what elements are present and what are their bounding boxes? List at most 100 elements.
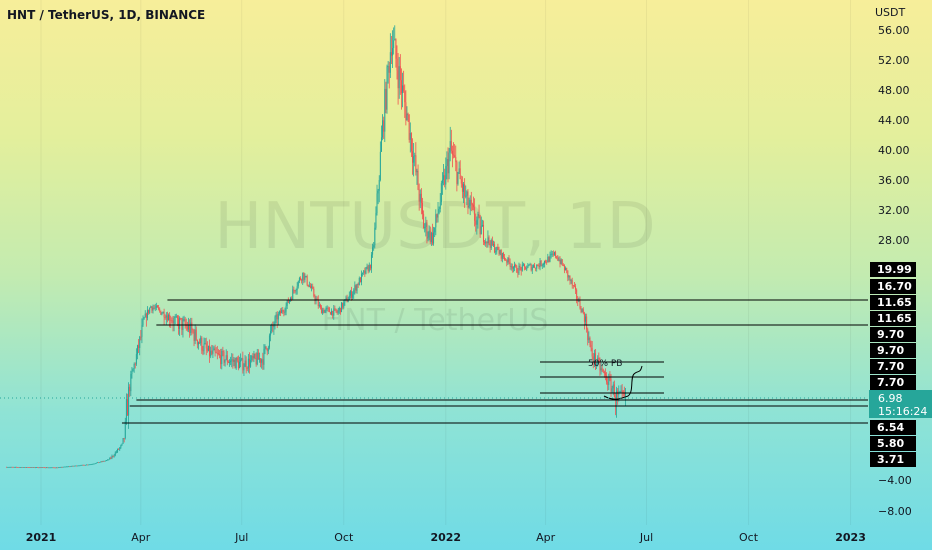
time-tick-8: 2023 xyxy=(835,531,866,544)
candle-body-261 xyxy=(295,290,297,292)
candle-body-91 xyxy=(107,459,109,461)
svg-text:11.65: 11.65 xyxy=(877,312,912,325)
candle-body-222 xyxy=(252,355,254,359)
candle-body-355 xyxy=(399,66,401,81)
candle-body-120 xyxy=(139,336,141,348)
countdown: 15:16:24 xyxy=(878,405,927,418)
candle-body-350 xyxy=(394,39,396,41)
candle-body-259 xyxy=(293,289,295,291)
candle-body-267 xyxy=(302,272,304,281)
candle-body-193 xyxy=(220,355,222,365)
candle-body-511 xyxy=(572,285,574,287)
price-tick-9: −8.00 xyxy=(878,505,912,518)
price-label-2: 11.65 xyxy=(870,295,916,310)
candle-body-250 xyxy=(283,311,285,313)
candle-body-127 xyxy=(146,309,148,318)
candle-body-413 xyxy=(464,184,466,197)
candle-body-557 xyxy=(623,393,625,396)
candle-body-483 xyxy=(541,264,543,266)
candle-body-205 xyxy=(233,359,235,362)
candle-body-514 xyxy=(576,289,578,299)
price-label-10: 3.71 xyxy=(870,452,916,467)
candle-body-369 xyxy=(415,155,417,173)
candle-body-309 xyxy=(348,295,350,300)
candle-body-123 xyxy=(142,318,144,326)
candle-body-195 xyxy=(222,350,224,352)
candle-body-66 xyxy=(79,465,81,467)
candle-body-180 xyxy=(205,343,207,349)
candle-body-199 xyxy=(226,355,228,363)
candle-body-378 xyxy=(425,222,427,227)
candle-body-139 xyxy=(160,310,162,315)
candle-body-155 xyxy=(178,318,180,329)
candle-body-505 xyxy=(566,267,568,271)
candle-body-476 xyxy=(534,265,536,268)
candle-body-189 xyxy=(215,352,217,354)
candle-body-269 xyxy=(304,276,306,280)
candle-body-374 xyxy=(420,193,422,204)
candle-body-469 xyxy=(526,267,528,270)
candle-body-465 xyxy=(521,264,523,271)
candle-body-320 xyxy=(361,273,363,283)
candle-body-268 xyxy=(303,272,305,280)
candle-body-304 xyxy=(343,302,345,308)
candle-body-535 xyxy=(599,360,601,371)
candle-body-345 xyxy=(388,66,390,73)
candle-body-379 xyxy=(426,222,428,239)
candle-body-490 xyxy=(549,254,551,262)
price-label-5: 9.70 xyxy=(870,343,916,358)
candle-body-385 xyxy=(433,232,435,244)
candle-body-54 xyxy=(66,466,68,468)
candle-body-387 xyxy=(435,214,437,228)
candle-body-434 xyxy=(487,237,489,244)
candle-body-230 xyxy=(261,359,263,363)
candle-body-403 xyxy=(453,154,455,156)
candle-body-416 xyxy=(467,191,469,208)
symbol-title[interactable]: HNT / TetherUS, 1D, BINANCE xyxy=(7,8,206,22)
candle-body-287 xyxy=(324,310,326,313)
candle-body-473 xyxy=(530,264,532,271)
candle-body-39 xyxy=(49,467,51,469)
candle-body-36 xyxy=(46,467,48,469)
svg-text:11.65: 11.65 xyxy=(877,296,912,309)
candle-body-510 xyxy=(571,280,573,286)
candle-body-4 xyxy=(10,466,12,468)
candle-body-104 xyxy=(121,443,123,446)
candle-body-540 xyxy=(604,373,606,376)
candle-body-31 xyxy=(40,467,42,469)
candle-body-308 xyxy=(347,299,349,302)
candle-body-482 xyxy=(540,260,542,266)
projection-path[interactable] xyxy=(603,365,643,400)
candle-body-302 xyxy=(341,302,343,313)
candle-body-357 xyxy=(402,85,404,94)
candle-body-493 xyxy=(552,253,554,255)
candle-body-86 xyxy=(101,461,103,463)
candle-body-294 xyxy=(332,310,334,316)
candle-body-227 xyxy=(257,352,259,360)
candle-body-436 xyxy=(489,243,491,248)
candle-body-410 xyxy=(460,179,462,184)
candle-body-41 xyxy=(51,467,53,469)
price-tick-8: −4.00 xyxy=(878,474,912,487)
candle-body-204 xyxy=(232,359,234,362)
candle-body-44 xyxy=(54,467,56,469)
price-label-9: 5.80 xyxy=(870,436,916,451)
candle-body-508 xyxy=(569,275,571,281)
candle-body-543 xyxy=(608,376,610,385)
candle-body-519 xyxy=(581,309,583,313)
candle-body-58 xyxy=(70,466,72,467)
candle-body-194 xyxy=(221,350,223,365)
candle-body-281 xyxy=(317,299,319,307)
candle-body-185 xyxy=(211,350,213,354)
candle-body-393 xyxy=(441,179,443,184)
candle-body-486 xyxy=(545,260,547,263)
candle-body-45 xyxy=(56,467,58,469)
candle-body-188 xyxy=(214,348,216,353)
candle-body-94 xyxy=(110,457,112,459)
candle-body-530 xyxy=(593,353,595,362)
candle-body-462 xyxy=(518,265,520,274)
candle-body-74 xyxy=(88,464,90,466)
candle-body-372 xyxy=(418,189,420,202)
